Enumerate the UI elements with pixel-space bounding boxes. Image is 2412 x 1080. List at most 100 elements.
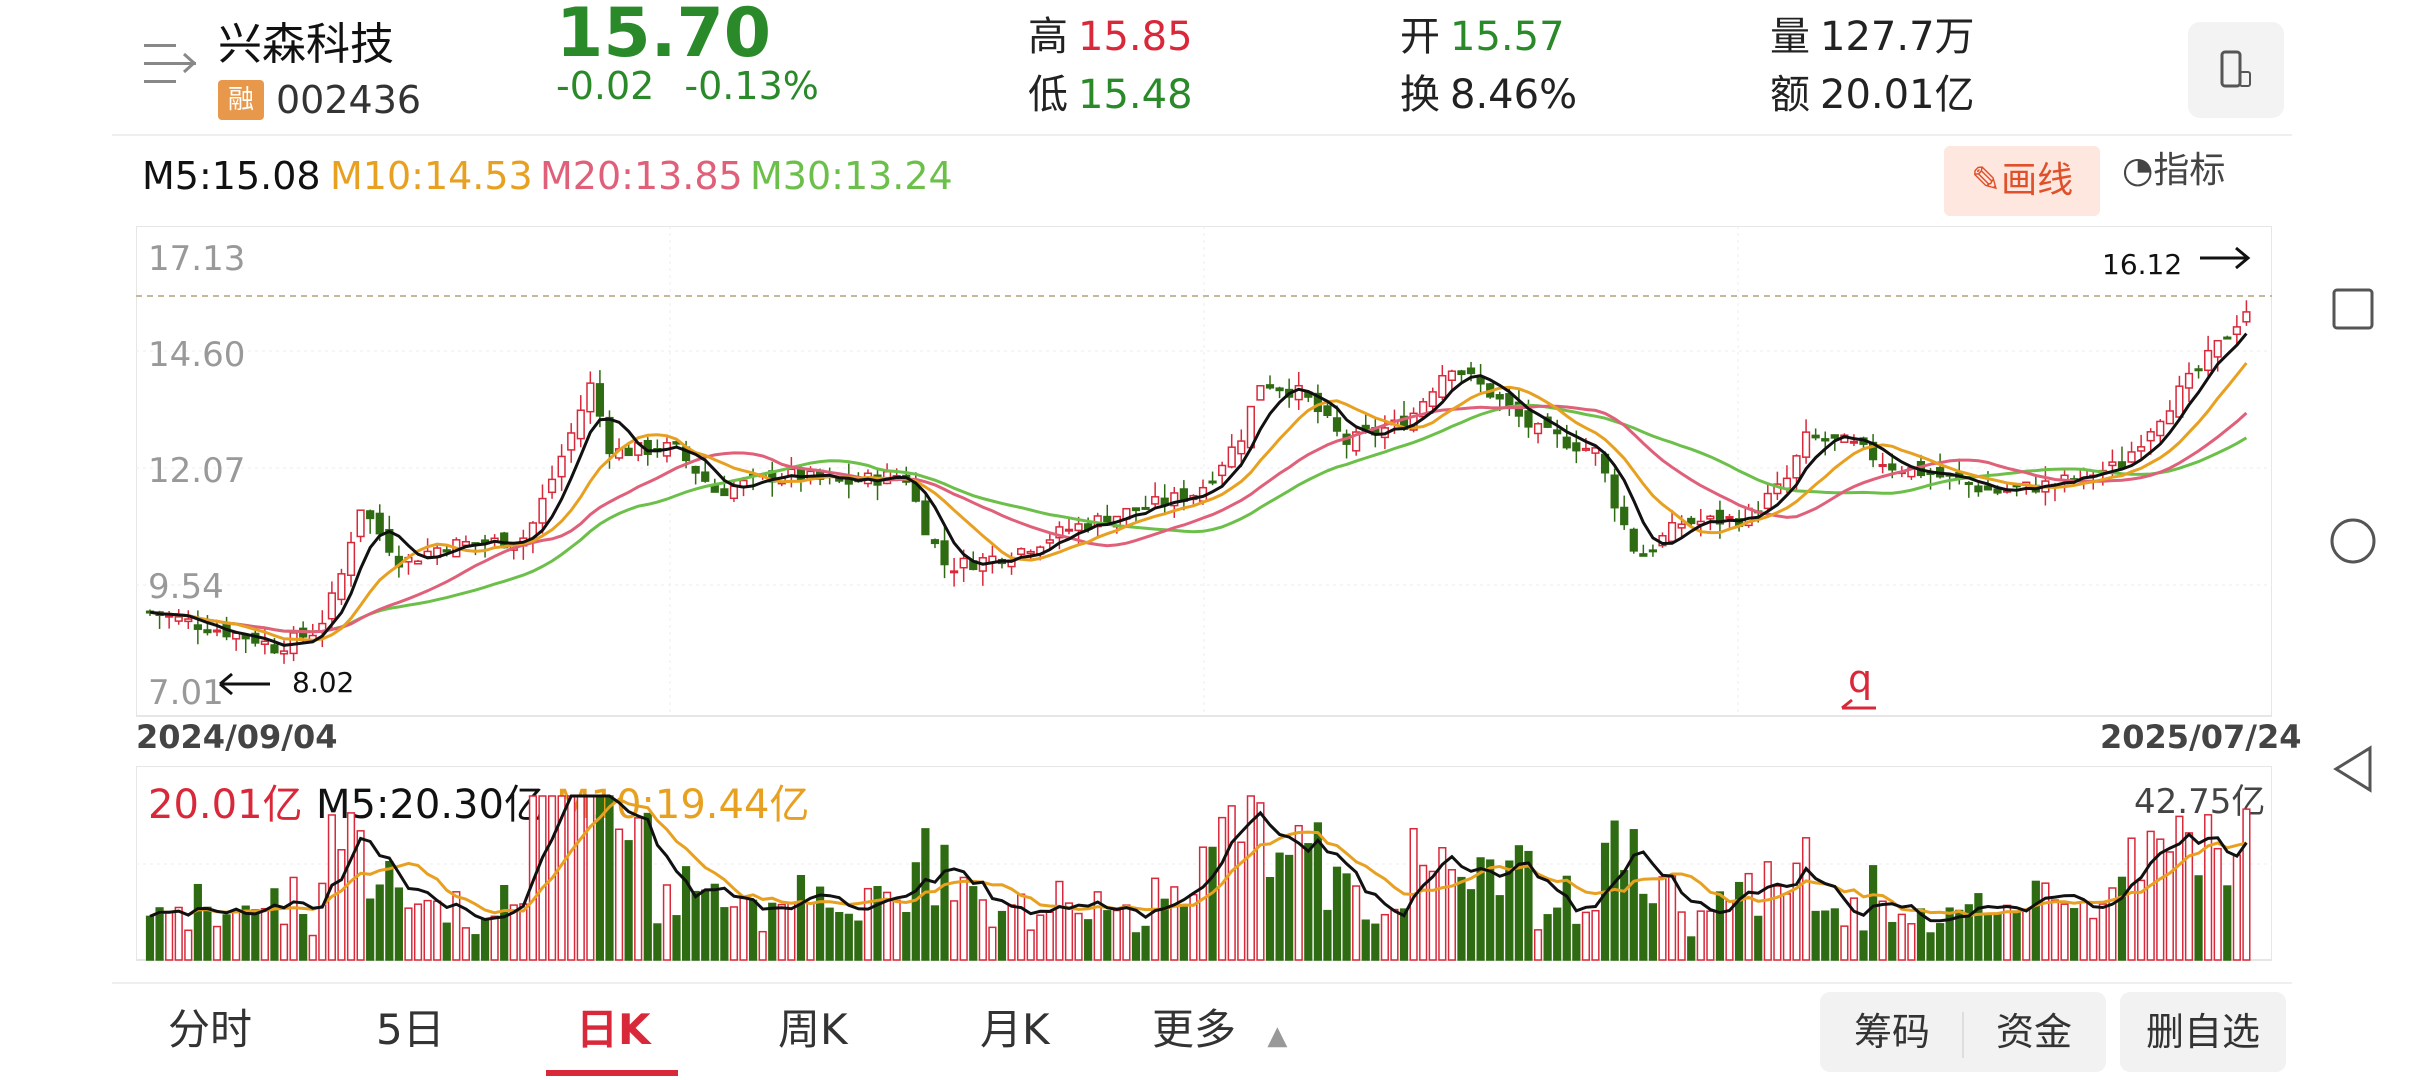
draw-line-label: 画线 bbox=[2001, 160, 2074, 201]
draw-line-button[interactable]: ✎画线 bbox=[1944, 146, 2100, 216]
volume-bar bbox=[978, 899, 987, 961]
tab-more-label: 更多 bbox=[1152, 1005, 1237, 1054]
candle-body bbox=[1074, 523, 1083, 532]
volume-bar bbox=[442, 922, 451, 961]
candle-body bbox=[2108, 461, 2117, 467]
candle-body bbox=[1218, 464, 1227, 477]
candle-body bbox=[385, 528, 394, 553]
volume-bar bbox=[480, 918, 490, 961]
candle-body bbox=[1495, 394, 1504, 400]
funds-button[interactable]: 资金 bbox=[1995, 1010, 2072, 1054]
chips-button[interactable]: 筹码 bbox=[1853, 1010, 1930, 1054]
volume-bar bbox=[385, 860, 394, 961]
y-tick-label: 9.54 bbox=[148, 567, 224, 607]
volume-bar bbox=[1084, 919, 1093, 961]
y-tick-label: 12.07 bbox=[148, 451, 245, 491]
volume-bar bbox=[1897, 913, 1906, 961]
quote-amount: 额 20.01亿 bbox=[1770, 62, 1975, 120]
candle-body bbox=[1017, 548, 1026, 556]
volume-bar bbox=[1447, 869, 1456, 961]
volume-bar bbox=[433, 900, 442, 961]
tab-daily-k[interactable]: 日K bbox=[576, 1005, 651, 1054]
volume-bar bbox=[394, 887, 403, 961]
volume-bar bbox=[260, 907, 269, 961]
candle-body bbox=[538, 497, 547, 524]
volume-bar bbox=[145, 915, 155, 961]
volume-bar bbox=[471, 934, 480, 961]
candle-body bbox=[1610, 474, 1619, 509]
kline-chart[interactable]: 17.13 14.60 12.07 9.54 7.01 16.12 8.02 q bbox=[136, 226, 2272, 718]
candle-body bbox=[1687, 517, 1696, 525]
volume-bar bbox=[174, 906, 183, 961]
indicator-button[interactable]: ◔指标 bbox=[2122, 146, 2225, 196]
volume-bar bbox=[1868, 865, 1878, 961]
candle-body bbox=[1792, 455, 1801, 479]
volume-bar bbox=[1342, 873, 1351, 961]
volume-bar bbox=[1648, 903, 1658, 961]
recent-apps-icon[interactable] bbox=[2330, 286, 2376, 332]
volume-bar bbox=[1687, 936, 1696, 961]
candle-body bbox=[1706, 515, 1715, 520]
volume-bar bbox=[2089, 917, 2098, 961]
candle-body bbox=[193, 624, 202, 630]
tab-monthly-k[interactable]: 月K bbox=[980, 1005, 1050, 1054]
candle-body bbox=[1888, 463, 1897, 471]
volume-bar bbox=[1265, 877, 1275, 961]
volume-bar bbox=[2137, 879, 2146, 961]
volume-bar bbox=[1792, 862, 1801, 961]
indicator-label: 指标 bbox=[2153, 150, 2226, 191]
volume-bar bbox=[2098, 903, 2107, 961]
landscape-toggle-button[interactable] bbox=[2188, 22, 2284, 118]
volume-bar bbox=[251, 909, 260, 961]
menu-icon[interactable] bbox=[144, 42, 196, 86]
volume-bar bbox=[586, 795, 595, 961]
volume-bars bbox=[145, 795, 2251, 961]
home-icon[interactable] bbox=[2328, 516, 2378, 566]
candle-body bbox=[2156, 420, 2165, 437]
tab-more[interactable]: 更多 ▲ bbox=[1152, 996, 1287, 1057]
volume-bar bbox=[892, 899, 901, 961]
remove-watchlist-button[interactable]: 删自选 bbox=[2120, 992, 2286, 1072]
volume-bar bbox=[500, 884, 509, 961]
quote-open: 开 15.57 bbox=[1400, 4, 1565, 62]
amount-label: 额 bbox=[1770, 72, 1810, 118]
candle-body bbox=[940, 540, 949, 566]
volume-bar bbox=[279, 923, 289, 961]
candle-body bbox=[1878, 463, 1887, 467]
candle-body bbox=[356, 509, 365, 538]
min-price-annotation: 8.02 bbox=[292, 666, 354, 699]
candle-body bbox=[576, 409, 585, 440]
volume-bar bbox=[509, 904, 518, 961]
volume-bar bbox=[222, 914, 231, 961]
volume-bar bbox=[452, 891, 461, 961]
candle-body bbox=[337, 573, 346, 601]
volume-bar bbox=[2079, 901, 2088, 961]
back-icon[interactable] bbox=[2330, 744, 2376, 794]
volume-bar bbox=[1620, 870, 1629, 961]
tab-weekly-k[interactable]: 周K bbox=[778, 1005, 848, 1054]
volume-bar bbox=[681, 866, 691, 961]
volume-bar bbox=[1830, 908, 1839, 961]
volume-bar bbox=[1993, 912, 2002, 961]
volume-bar bbox=[1878, 900, 1887, 961]
ma5-line bbox=[149, 332, 2248, 647]
volume-bar bbox=[375, 884, 384, 961]
pencil-icon: ✎ bbox=[1970, 160, 2002, 201]
tab-intraday[interactable]: 分时 bbox=[168, 1005, 253, 1054]
volume-bar bbox=[576, 795, 585, 961]
volume-bar bbox=[2127, 837, 2136, 961]
candle-body bbox=[1237, 440, 1246, 455]
volume-bar bbox=[490, 915, 499, 961]
candle-body bbox=[701, 471, 710, 482]
candle-body bbox=[1256, 385, 1265, 401]
volume-chart[interactable] bbox=[136, 766, 2272, 962]
volume-bar bbox=[1859, 930, 1868, 961]
tab-5day[interactable]: 5日 bbox=[376, 1005, 445, 1054]
volume-bar bbox=[557, 795, 566, 961]
margin-badge: 融 bbox=[218, 80, 264, 120]
right-arrow-icon bbox=[2200, 246, 2251, 270]
volume-bar bbox=[270, 888, 279, 961]
volume-bar bbox=[854, 920, 863, 961]
high-label: 高 bbox=[1028, 14, 1068, 60]
candle-body bbox=[174, 616, 183, 622]
